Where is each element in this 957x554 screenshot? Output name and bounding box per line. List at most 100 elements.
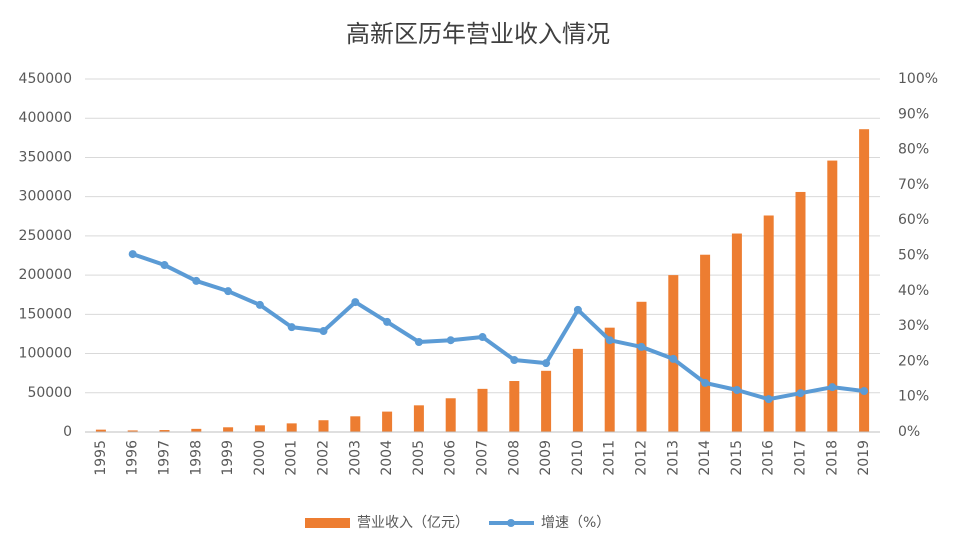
x-tick-label: 2014 [697, 440, 713, 476]
x-tick-label: 1996 [125, 440, 141, 476]
line-point [224, 287, 233, 296]
x-tick-label: 2004 [379, 440, 395, 476]
line-point [605, 336, 614, 345]
y-tick-label: 0 [63, 424, 72, 440]
line-point [383, 317, 392, 326]
x-tick-label: 2003 [347, 440, 363, 476]
bar [127, 430, 138, 432]
bar [95, 429, 106, 432]
y-tick-label: 200000 [19, 267, 72, 283]
bar [604, 327, 615, 432]
x-tick-label: 2008 [506, 440, 522, 476]
x-tick-label: 2007 [475, 440, 491, 476]
x-tick-label: 2005 [411, 440, 427, 476]
x-tick-label: 1999 [220, 440, 236, 476]
line-point [764, 395, 773, 404]
line-point [510, 355, 519, 364]
bar [827, 160, 838, 433]
y2-tick-label: 70% [898, 177, 929, 193]
line-point [669, 354, 678, 363]
y2-tick-label: 60% [898, 212, 929, 228]
y-tick-label: 50000 [27, 385, 72, 401]
bar [223, 427, 234, 432]
bar [763, 215, 774, 432]
bar [254, 425, 265, 432]
y2-tick-label: 100% [898, 71, 938, 87]
legend-label: 增速（%） [541, 515, 610, 531]
bar [509, 381, 520, 432]
line-point [255, 300, 264, 309]
line-point [414, 337, 423, 346]
line-point [319, 327, 328, 336]
x-tick-label: 2000 [252, 440, 268, 476]
line-point [573, 305, 582, 314]
y-tick-label: 150000 [19, 306, 72, 322]
line-point [828, 383, 837, 392]
y-tick-label: 250000 [19, 228, 72, 244]
bar [413, 405, 424, 432]
x-tick-label: 2016 [761, 440, 777, 476]
bar [382, 411, 393, 432]
bar [191, 428, 202, 432]
line-point [478, 333, 487, 342]
line-point [446, 336, 455, 345]
x-tick-label: 1997 [157, 440, 173, 476]
x-tick-label: 1998 [188, 440, 204, 476]
legend-swatch [507, 519, 515, 527]
y2-tick-label: 0% [898, 424, 920, 440]
line-point [542, 359, 551, 368]
x-tick-label: 2017 [793, 440, 809, 476]
x-tick-label: 2011 [602, 440, 618, 476]
line-point [637, 342, 646, 351]
x-tick-label: 2002 [316, 440, 332, 476]
x-tick-label: 1995 [93, 440, 109, 476]
y2-tick-label: 10% [898, 389, 929, 405]
y2-tick-label: 80% [898, 142, 929, 158]
legend-swatch [305, 518, 350, 528]
y-tick-label: 350000 [19, 149, 72, 165]
bar [572, 348, 583, 432]
x-tick-label: 2010 [570, 440, 586, 476]
y2-tick-label: 50% [898, 248, 929, 264]
bar [318, 420, 329, 432]
y2-tick-label: 20% [898, 353, 929, 369]
bar [636, 301, 647, 432]
x-tick-label: 2018 [824, 440, 840, 476]
y-tick-label: 400000 [19, 110, 72, 126]
x-tick-label: 2001 [284, 440, 300, 476]
line-point [287, 323, 296, 332]
line-point [351, 298, 360, 307]
line-point [860, 387, 869, 396]
legend-label: 营业收入（亿元） [357, 515, 469, 531]
y-tick-label: 300000 [19, 189, 72, 205]
line-point [192, 276, 201, 285]
bar [286, 423, 297, 432]
x-tick-label: 2015 [729, 440, 745, 476]
y-tick-label: 450000 [19, 71, 72, 87]
x-tick-label: 2012 [634, 440, 650, 476]
bar [350, 416, 361, 432]
x-tick-label: 2013 [665, 440, 681, 476]
bar [731, 233, 742, 432]
x-tick-label: 2006 [443, 440, 459, 476]
line-point [701, 378, 710, 387]
bar [445, 398, 456, 432]
chart-title: 高新区历年营业收入情况 [346, 20, 610, 48]
bar [477, 388, 488, 432]
line-point [128, 250, 137, 259]
y2-tick-label: 40% [898, 283, 929, 299]
line-point [732, 385, 741, 394]
bar [859, 129, 870, 432]
bar [795, 191, 806, 432]
x-tick-label: 2019 [856, 440, 872, 476]
y2-tick-label: 30% [898, 318, 929, 334]
line [132, 252, 865, 402]
y-tick-label: 100000 [19, 346, 72, 362]
bar [159, 430, 170, 432]
y2-tick-label: 90% [898, 106, 929, 122]
bar [668, 275, 679, 432]
line-point [796, 389, 805, 398]
line-point [160, 261, 169, 270]
bar [541, 370, 552, 432]
